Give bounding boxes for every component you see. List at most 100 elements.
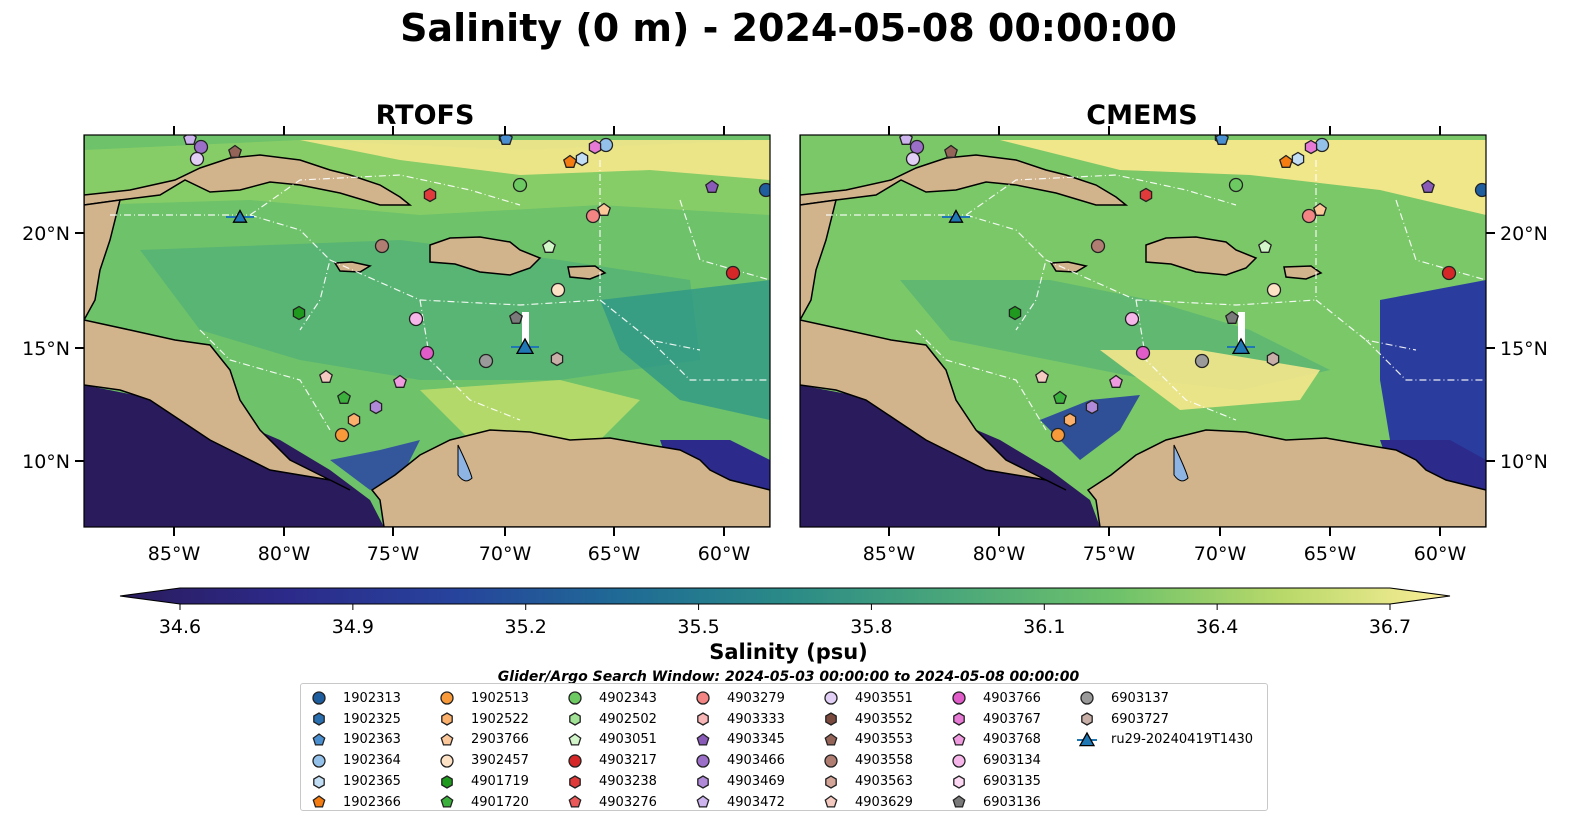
legend-column: 4902343 4902502 4903051 4903217 4903238 49032… xyxy=(565,688,657,813)
hexagon-marker-icon xyxy=(313,712,325,726)
hexagon-marker-icon xyxy=(697,712,709,726)
legend-item: 4902343 xyxy=(565,688,657,709)
legend-item: ru29-20240419T1430 xyxy=(1077,730,1253,751)
lon-tick-label: 60°W xyxy=(698,543,751,565)
maracaibo-lake xyxy=(1173,444,1189,482)
legend-label: 4903279 xyxy=(727,690,785,706)
coastal-low-salinity xyxy=(1040,395,1140,460)
legend-marker xyxy=(312,754,326,768)
legend-label: 1902364 xyxy=(343,753,401,769)
float-marker xyxy=(228,144,242,158)
float-marker xyxy=(1266,282,1282,298)
legend-item: 6903727 xyxy=(1077,709,1253,730)
lon-tick-label: 65°W xyxy=(588,543,641,565)
legend-marker xyxy=(825,774,837,789)
float-marker xyxy=(725,265,741,281)
float-marker xyxy=(1215,135,1229,145)
salinity-band-east xyxy=(600,280,770,420)
legend-label: 4903552 xyxy=(855,711,913,727)
legend-label: 4902343 xyxy=(599,690,657,706)
pentagon-marker-icon xyxy=(696,795,710,808)
float-marker xyxy=(1314,137,1330,153)
lat-tick-label: 20°N xyxy=(1500,223,1548,245)
circle-marker-icon xyxy=(568,754,582,768)
map-panel-rtofs[interactable] xyxy=(84,131,773,528)
legend-marker xyxy=(440,795,454,808)
float-marker xyxy=(1194,353,1210,369)
legend-item: 4903768 xyxy=(949,730,1041,751)
legend-label: 4903333 xyxy=(727,711,785,727)
legend-item: 4903345 xyxy=(693,730,785,751)
pentagon-marker-icon xyxy=(312,733,326,746)
central-america-land xyxy=(800,319,1067,491)
legend-item: 1902513 xyxy=(437,688,529,709)
hexagon-marker-icon xyxy=(953,774,965,789)
legend-item: 1902365 xyxy=(309,771,401,792)
legend-item: 1902363 xyxy=(309,730,401,751)
pacific-low-salinity xyxy=(84,385,384,527)
legend-item: 4903552 xyxy=(821,709,913,730)
float-markers-cmems xyxy=(899,135,1486,443)
legend-label: 4901720 xyxy=(471,794,529,810)
salinity-band-high xyxy=(300,140,770,180)
float-marker xyxy=(1441,265,1457,281)
legend-marker xyxy=(312,795,326,808)
float-marker xyxy=(1124,311,1140,327)
legend-label: 4903466 xyxy=(727,753,785,769)
circle-marker-icon xyxy=(312,691,326,706)
legend-marker xyxy=(312,733,326,746)
float-marker xyxy=(369,399,383,415)
pentagon-marker-icon xyxy=(568,795,582,808)
lon-tick-label: 65°W xyxy=(1304,543,1357,565)
float-marker xyxy=(563,154,577,168)
lon-tick-label: 75°W xyxy=(367,543,420,565)
colorbar-tick-label: 34.9 xyxy=(332,616,374,638)
float-marker xyxy=(1090,238,1106,254)
pacific-low-salinity xyxy=(800,385,1100,527)
legend-marker xyxy=(568,733,582,746)
legend-item: 1902522 xyxy=(437,709,529,730)
glider-track xyxy=(522,312,529,346)
puerto-rico-land xyxy=(567,265,607,280)
legend-label: 6903137 xyxy=(1111,690,1169,706)
legend-label: 3902457 xyxy=(471,753,529,769)
float-marker xyxy=(1279,154,1293,168)
hispaniola-land xyxy=(429,236,542,276)
legend-marker xyxy=(952,795,966,808)
colorbar-tick-label: 36.4 xyxy=(1196,616,1238,638)
legend-label: 1902513 xyxy=(471,690,529,706)
jamaica-land xyxy=(1049,261,1088,273)
float-marker xyxy=(1063,412,1077,428)
legend-marker xyxy=(824,795,838,808)
glider-marker xyxy=(515,337,535,355)
legend-label: 4903472 xyxy=(727,794,785,810)
legend-marker xyxy=(697,774,709,789)
legend-marker xyxy=(568,691,582,706)
legend-marker xyxy=(696,754,710,768)
legend-marker xyxy=(568,795,582,808)
legend-item: 4903563 xyxy=(821,771,913,792)
cuba-land xyxy=(800,135,1129,206)
legend-column: 4903551 4903552 4903553 4903558 4903563 49036… xyxy=(821,688,913,813)
legend-item: 4902502 xyxy=(565,709,657,730)
legend-item: 6903137 xyxy=(1077,688,1253,709)
float-marker xyxy=(1266,351,1280,367)
legend-label: 1902522 xyxy=(471,711,529,727)
legend-item: 1902325 xyxy=(309,709,401,730)
legend-marker xyxy=(569,774,581,789)
triangle-line-marker-icon xyxy=(1077,731,1097,747)
legend-label: 4903629 xyxy=(855,794,913,810)
map-frame-rtofs xyxy=(83,134,771,528)
glider-track xyxy=(1238,312,1245,346)
legend-marker xyxy=(441,774,453,789)
legend-label: 4903766 xyxy=(983,690,1041,706)
legend-marker xyxy=(568,754,582,768)
map-panel-cmems[interactable] xyxy=(800,131,1489,528)
legend-label: 4903051 xyxy=(599,732,657,748)
pentagon-marker-icon xyxy=(824,795,838,808)
legend-label: 4903558 xyxy=(855,753,913,769)
circle-marker-icon xyxy=(952,691,966,706)
legend-item: 4903238 xyxy=(565,771,657,792)
colorbar-label: Salinity (psu) xyxy=(709,640,868,664)
float-marker xyxy=(1085,399,1099,415)
